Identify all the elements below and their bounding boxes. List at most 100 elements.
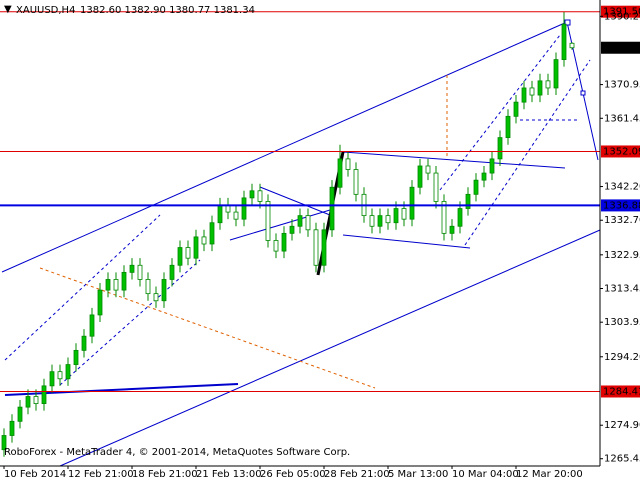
candle-body bbox=[529, 87, 535, 96]
menu-arrow[interactable]: ▼ bbox=[4, 4, 12, 15]
candle-body bbox=[17, 406, 23, 422]
level-label-box bbox=[601, 41, 640, 54]
level-label: 1391.50 bbox=[603, 7, 640, 18]
candle-body bbox=[433, 172, 439, 202]
y-tick-label: 1361.45 bbox=[604, 113, 640, 124]
x-tick-label: 10 Feb 2014 bbox=[4, 469, 66, 480]
candle-body bbox=[489, 158, 495, 174]
trend-line bbox=[259, 186, 331, 216]
candle-body bbox=[345, 158, 351, 170]
candle-body bbox=[113, 279, 119, 291]
level-label-box bbox=[601, 385, 640, 398]
candle-body bbox=[25, 396, 31, 408]
candle-body bbox=[545, 80, 551, 89]
candle-body bbox=[257, 190, 263, 202]
candle-body bbox=[185, 247, 191, 259]
candle-body bbox=[233, 211, 239, 220]
candle-body bbox=[385, 215, 391, 224]
y-tick-label: 1274.90 bbox=[604, 420, 640, 431]
forecast-point bbox=[580, 90, 586, 96]
candle-body bbox=[177, 247, 183, 266]
x-tick-label: 21 Feb 13:00 bbox=[196, 469, 262, 480]
candle-body bbox=[129, 264, 135, 273]
candle-body bbox=[401, 208, 407, 220]
candle-body bbox=[305, 215, 311, 231]
candle-body bbox=[481, 172, 487, 181]
x-tick-label: 12 Mar 20:00 bbox=[516, 469, 583, 480]
x-tick-label: 10 Mar 04:00 bbox=[452, 469, 519, 480]
candle-body bbox=[289, 225, 295, 234]
candle-body bbox=[313, 229, 319, 266]
ohlc-text: 1382.60 1382.90 1380.77 1381.34 bbox=[80, 5, 255, 16]
y-tick-label: 1342.20 bbox=[604, 182, 640, 193]
triangle-lower bbox=[342, 234, 471, 249]
y-tick-label: 1303.95 bbox=[604, 317, 640, 328]
level-label: 1284.41 bbox=[603, 386, 640, 397]
y-tick-label: 1322.95 bbox=[604, 250, 640, 261]
candle-body bbox=[201, 236, 207, 245]
x-tick-label: 12 Feb 21:00 bbox=[68, 469, 134, 480]
candle-body bbox=[1, 435, 7, 451]
candle-body bbox=[89, 314, 95, 337]
candle-body bbox=[49, 371, 55, 387]
candle-body bbox=[561, 23, 567, 60]
candle-body bbox=[209, 222, 215, 245]
candle-body bbox=[169, 264, 175, 280]
candle-body bbox=[377, 215, 383, 227]
candle-body bbox=[505, 115, 511, 139]
candle-body bbox=[241, 197, 247, 220]
candle-body bbox=[217, 204, 223, 224]
level-label-box bbox=[601, 5, 640, 18]
candle-body bbox=[81, 335, 87, 351]
candle-body bbox=[321, 229, 327, 266]
candle-body bbox=[337, 158, 343, 188]
candle-body bbox=[153, 293, 159, 302]
candle-body bbox=[441, 201, 447, 234]
dashed-line bbox=[4, 214, 161, 361]
candle-body bbox=[41, 385, 47, 404]
candle-body bbox=[249, 190, 255, 199]
candle-body bbox=[369, 215, 375, 227]
level-label: 1352.09 bbox=[603, 146, 640, 157]
level-label: 1336.88 bbox=[603, 200, 640, 211]
level-label-box bbox=[601, 145, 640, 158]
candle-body bbox=[73, 349, 79, 365]
candle-body bbox=[137, 264, 143, 280]
channel-upper bbox=[1, 21, 568, 273]
candle-body bbox=[329, 186, 335, 231]
triangle-upper bbox=[342, 151, 566, 169]
candle-body bbox=[353, 169, 359, 195]
candle-body bbox=[105, 279, 111, 291]
x-tick-label: 28 Feb 21:00 bbox=[324, 469, 390, 480]
candle-body bbox=[393, 208, 399, 224]
candle-body bbox=[193, 236, 199, 259]
y-tick-label: 1313.45 bbox=[604, 284, 640, 295]
candle-body bbox=[409, 186, 415, 220]
candle-body bbox=[473, 179, 479, 195]
symbol-title: XAUUSD,H4 bbox=[16, 5, 75, 16]
candle-body bbox=[281, 232, 287, 252]
candle-body bbox=[265, 201, 271, 241]
candle-body bbox=[65, 364, 71, 380]
levels: 1391.50 1352.09 1336.88 1284.41 1381.34 bbox=[0, 5, 640, 398]
footer: RoboForex - MetaTrader 4, © 2001-2014, M… bbox=[4, 447, 350, 458]
x-tick-label: 26 Feb 05:00 bbox=[260, 469, 326, 480]
level-label-box bbox=[601, 199, 640, 212]
candle-body bbox=[465, 193, 471, 209]
candle-body bbox=[569, 42, 575, 49]
candle-body bbox=[537, 80, 543, 96]
dashed-line bbox=[439, 34, 561, 191]
candle-body bbox=[297, 215, 303, 227]
y-tick-label: 1390.20 bbox=[604, 11, 640, 22]
candle-body bbox=[417, 165, 423, 188]
candle-body bbox=[449, 225, 455, 234]
y-tick-label: 1332.70 bbox=[604, 215, 640, 226]
forecast-point bbox=[564, 19, 571, 26]
candle-body bbox=[513, 101, 519, 117]
trend-line bbox=[229, 209, 331, 241]
candle-body bbox=[521, 87, 527, 103]
candle-body bbox=[497, 137, 503, 160]
candle-body bbox=[57, 371, 63, 380]
